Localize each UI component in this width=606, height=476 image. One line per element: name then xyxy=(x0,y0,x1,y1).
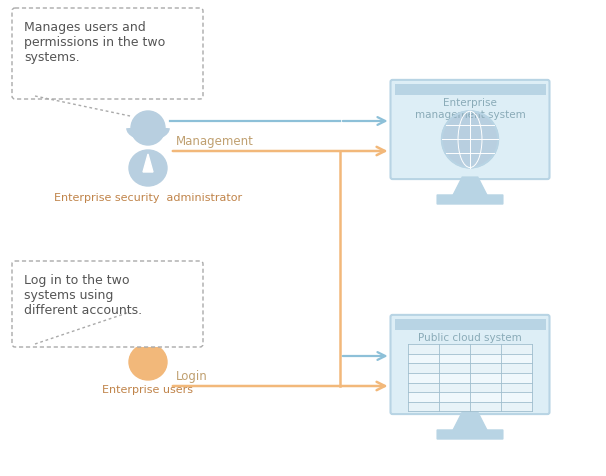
Circle shape xyxy=(131,306,165,339)
FancyBboxPatch shape xyxy=(390,81,550,180)
Text: Public cloud system: Public cloud system xyxy=(418,333,522,343)
Bar xyxy=(408,364,532,373)
Ellipse shape xyxy=(129,151,167,187)
Bar xyxy=(408,392,532,402)
Text: Enterprise security  administrator: Enterprise security administrator xyxy=(54,193,242,203)
Polygon shape xyxy=(453,178,487,196)
Circle shape xyxy=(145,118,151,123)
Circle shape xyxy=(131,112,165,146)
Circle shape xyxy=(442,112,498,168)
Bar xyxy=(395,85,545,96)
Bar xyxy=(395,319,545,331)
Text: Management: Management xyxy=(176,135,254,148)
Ellipse shape xyxy=(129,344,167,380)
Bar xyxy=(408,345,532,354)
Bar xyxy=(408,383,532,392)
FancyBboxPatch shape xyxy=(12,261,203,347)
Text: Enterprise
management system: Enterprise management system xyxy=(415,98,525,119)
Text: Enterprise users: Enterprise users xyxy=(102,384,193,394)
Text: Login: Login xyxy=(176,369,208,382)
Polygon shape xyxy=(453,412,487,430)
Polygon shape xyxy=(143,155,153,173)
Bar xyxy=(408,354,532,364)
Bar xyxy=(408,373,532,383)
FancyBboxPatch shape xyxy=(436,195,504,205)
FancyBboxPatch shape xyxy=(390,315,550,414)
Text: Manages users and
permissions in the two
systems.: Manages users and permissions in the two… xyxy=(24,21,165,64)
FancyBboxPatch shape xyxy=(436,429,504,440)
Text: Log in to the two
systems using
different accounts.: Log in to the two systems using differen… xyxy=(24,273,142,317)
FancyBboxPatch shape xyxy=(12,9,203,100)
Bar xyxy=(408,402,532,411)
